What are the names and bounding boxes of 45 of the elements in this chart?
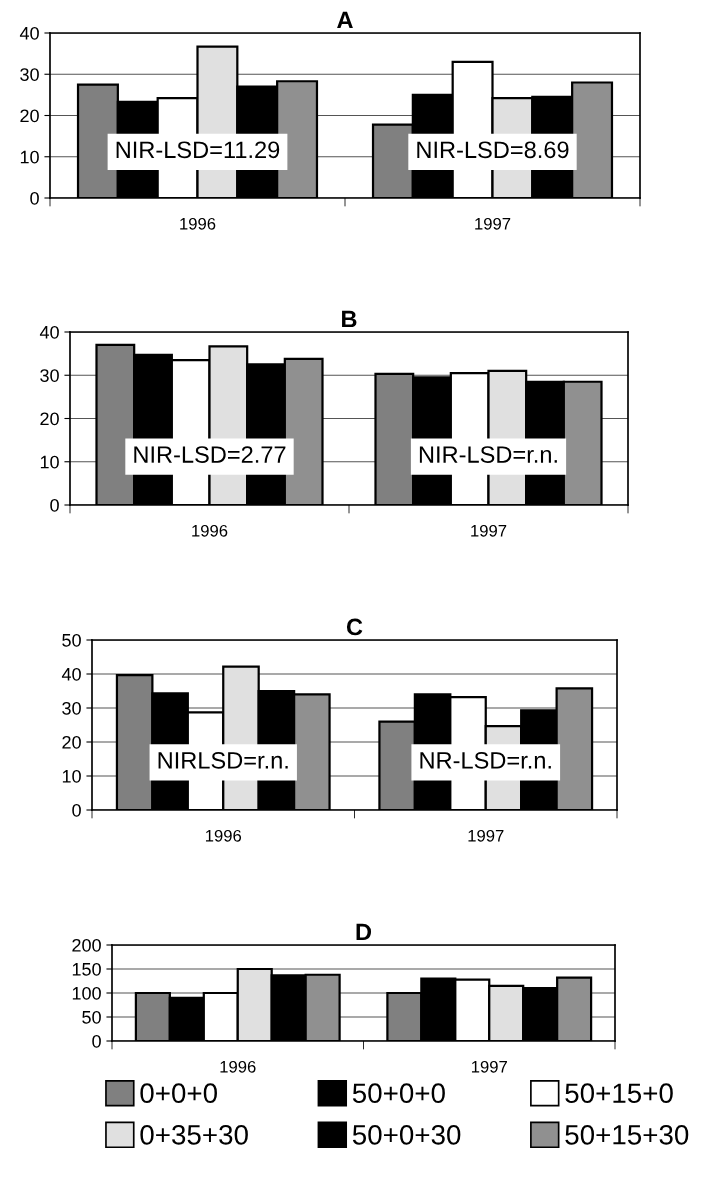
y-tick-label: 20: [62, 735, 81, 749]
legend-label: 0+0+0: [140, 1083, 217, 1104]
x-tick-label: 1996: [180, 217, 216, 230]
x-tick-label: 1997: [471, 524, 507, 537]
y-tick-label: 30: [40, 369, 59, 382]
y-tick-label: 30: [20, 68, 39, 81]
annotation: NIRLSD=r.n.: [158, 752, 288, 769]
annotation: NIR-LSD=r.n.: [419, 446, 557, 463]
y-tick-label: 100: [72, 986, 101, 1000]
y-tick-label: 20: [40, 412, 59, 426]
chart-title: C: [346, 618, 363, 636]
y-tick-label: 0: [72, 803, 81, 817]
legend-label: 50+15+0: [565, 1083, 673, 1104]
x-tick-label: 1997: [468, 829, 504, 842]
y-tick-label: 200: [72, 938, 101, 952]
legend-label: 50+0+0: [352, 1083, 445, 1104]
y-tick-label: 50: [62, 633, 81, 647]
x-tick-label: 1997: [471, 1060, 507, 1073]
y-tick-label: 0: [50, 498, 59, 512]
y-tick-label: 0: [92, 1034, 101, 1048]
legend-label: 50+15+30: [565, 1124, 689, 1145]
x-tick-label: 1996: [220, 1060, 256, 1073]
y-tick-label: 20: [20, 109, 39, 123]
chart-title: A: [337, 11, 353, 29]
x-tick-label: 1997: [475, 217, 511, 230]
y-tick-label: 0: [30, 191, 39, 205]
y-tick-label: 40: [61, 667, 81, 681]
annotation: NR-LSD=r.n.: [420, 752, 551, 769]
y-tick-label: 10: [62, 769, 81, 783]
annotation: NIR-LSD=8.69: [417, 141, 569, 159]
y-tick-label: 50: [82, 1010, 101, 1024]
chart-title: D: [356, 923, 372, 941]
x-tick-label: 1996: [205, 829, 242, 842]
y-tick-label: 40: [39, 325, 59, 339]
y-tick-label: 150: [72, 962, 101, 976]
legend-label: 50+0+30: [352, 1124, 461, 1145]
y-tick-label: 10: [20, 150, 39, 164]
x-tick-label: 1996: [192, 524, 228, 537]
legend-label: 0+35+30: [140, 1124, 248, 1145]
chart-title: B: [342, 310, 357, 328]
y-tick-label: 30: [62, 701, 81, 715]
annotation: NIR-LSD=11.29: [116, 141, 280, 159]
y-tick-label: 40: [19, 26, 39, 40]
y-tick-label: 10: [40, 455, 59, 469]
annotation: NIR-LSD=2.77: [134, 446, 286, 463]
